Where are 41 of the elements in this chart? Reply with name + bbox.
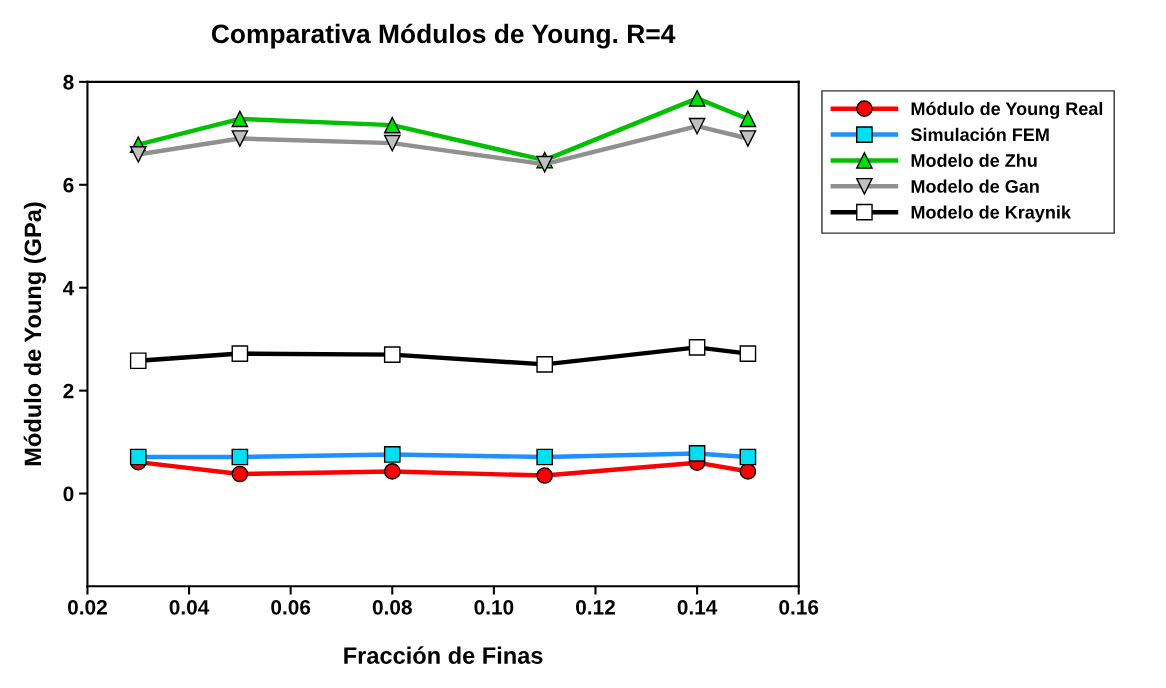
point [688, 90, 706, 107]
x-tick-label: 0.10 [474, 599, 514, 615]
y-tick-label: 8 [63, 74, 74, 90]
point [536, 155, 554, 173]
x-tick-label: 0.02 [68, 599, 107, 615]
point [739, 345, 757, 362]
point [383, 116, 401, 134]
y-tick-label: 6 [63, 177, 74, 193]
point [688, 117, 706, 135]
y-tick-label: 4 [62, 280, 75, 296]
x-tick-label: 0.04 [169, 599, 210, 615]
point [739, 110, 757, 128]
x-tick-label: 0.12 [576, 599, 615, 615]
legend-label: Modelo de Kraynik [911, 205, 1071, 223]
x-tick-label: 0.08 [372, 599, 412, 615]
y-tick-label: 0 [63, 486, 74, 502]
point [383, 134, 401, 152]
x-tick-label: 0.16 [779, 599, 819, 615]
point [231, 465, 249, 483]
legend-label: Módulo de Young Real [911, 101, 1103, 119]
point [739, 130, 757, 147]
y-axis-title: Módulo de Young (GPa) [23, 202, 46, 466]
y-tick-label: 2 [63, 383, 74, 399]
point [688, 339, 706, 356]
point [383, 463, 401, 480]
legend-label: Simulación FEM [910, 127, 1049, 142]
legend-label: Modelo de Zhu [911, 153, 1037, 167]
point [129, 352, 147, 370]
point [383, 346, 401, 363]
x-axis-title: Fracción de Finas [344, 646, 543, 664]
point [231, 110, 249, 128]
point [739, 463, 757, 480]
point [231, 130, 249, 147]
x-tick-label: 0.06 [271, 599, 311, 615]
x-tick-label: 0.14 [677, 599, 718, 615]
point [536, 356, 554, 373]
point [129, 146, 147, 163]
point [231, 345, 249, 362]
chart-title: Comparativa Módulos de Young. R=4 [211, 23, 676, 49]
legend-label: Modelo de Gan [911, 179, 1039, 193]
point [536, 467, 554, 484]
